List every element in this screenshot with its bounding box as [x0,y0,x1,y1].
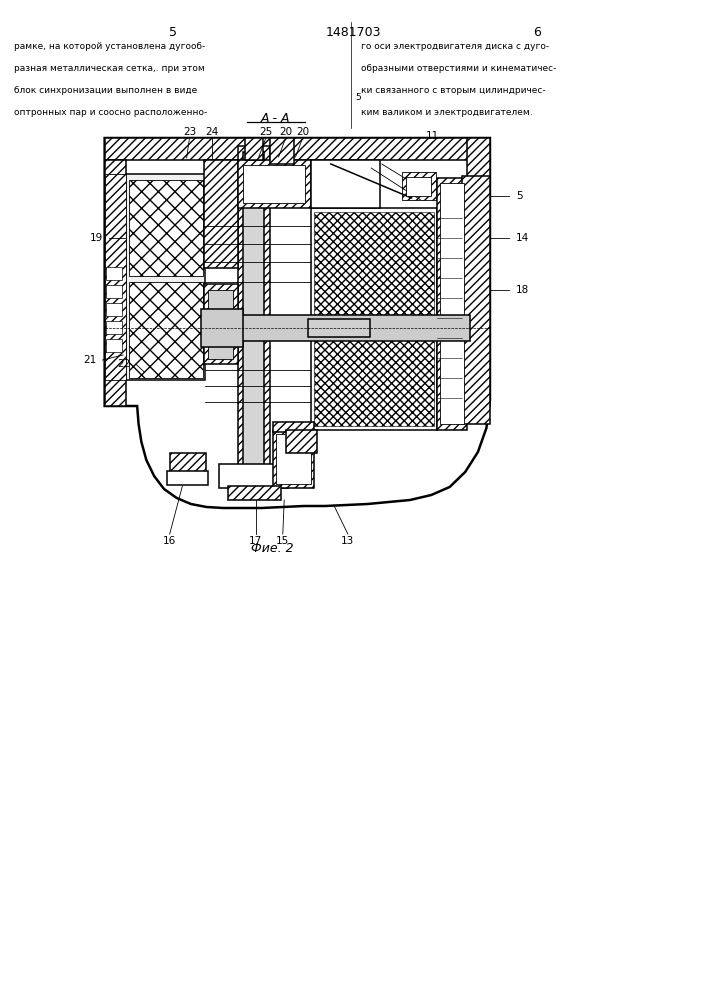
Text: оптронных пар и сооcно расположенно-: оптронных пар и сооcно расположенно- [14,108,207,117]
Bar [205,315,470,341]
Bar [286,430,317,453]
Text: 16: 16 [163,536,176,546]
Text: 20: 20 [296,127,309,137]
Bar [311,208,437,430]
Bar [106,303,122,316]
Text: ки связанного с вторым цилиндричес-: ки связанного с вторым цилиндричес- [361,86,545,95]
Bar [238,146,270,498]
Bar [273,430,314,488]
Bar [129,180,203,276]
Text: разная металлическая сетка,. при этом: разная металлическая сетка,. при этом [14,64,205,73]
Text: 20: 20 [279,127,292,137]
Bar [170,453,206,473]
Bar [208,290,233,359]
Text: А - А: А - А [261,111,291,124]
Bar [467,138,490,406]
Bar [308,319,370,337]
Bar [273,422,314,432]
Bar [204,284,238,364]
Text: 5: 5 [169,25,177,38]
Bar [105,160,126,406]
Text: 18: 18 [516,285,530,295]
Text: 14: 14 [516,233,530,243]
Bar [314,212,434,426]
Text: 5: 5 [516,191,522,201]
Bar [201,309,243,347]
Text: Фие. 2: Фие. 2 [251,542,293,554]
Text: образными отверстиями и кинематичес-: образными отверстиями и кинематичес- [361,64,556,73]
Bar [243,152,264,490]
Bar [270,138,294,164]
Bar [243,165,305,203]
Bar [245,138,263,160]
Text: 6: 6 [533,25,542,38]
Bar [106,339,122,352]
Bar [105,174,126,380]
Text: 21: 21 [83,355,97,365]
Bar [129,282,203,378]
Text: 19: 19 [90,233,103,243]
Bar [238,160,311,208]
Text: 13: 13 [341,536,354,546]
Text: рамке, на которой установлена дугооб-: рамке, на которой установлена дугооб- [14,42,206,51]
Polygon shape [105,138,490,508]
Bar [204,160,238,268]
Text: 1481703: 1481703 [326,25,381,38]
Text: 5: 5 [356,93,361,102]
Bar [167,471,208,485]
Text: 17: 17 [250,536,262,546]
Text: блок синхронизации выполнен в виде: блок синхронизации выполнен в виде [14,86,197,95]
Bar [219,464,288,488]
Bar [402,172,436,200]
Bar [126,174,205,380]
Bar [311,160,380,208]
Bar [462,176,490,424]
Text: ким валиком и электродвигателем.: ким валиком и электродвигателем. [361,108,532,117]
Text: 15: 15 [276,536,289,546]
Text: 23: 23 [183,127,196,137]
Text: 25: 25 [259,127,272,137]
Bar [106,285,122,298]
Bar [228,486,281,500]
Bar [106,321,122,334]
Text: 24: 24 [206,127,218,137]
Text: 11: 11 [426,131,439,141]
Bar [106,267,122,280]
Bar [437,178,467,430]
Text: 22: 22 [117,359,130,369]
Bar [105,138,490,160]
Bar [406,177,431,196]
Text: го оси электродвигателя диска с дуго-: го оси электродвигателя диска с дуго- [361,42,549,51]
Bar [276,434,311,484]
Bar [440,183,464,424]
